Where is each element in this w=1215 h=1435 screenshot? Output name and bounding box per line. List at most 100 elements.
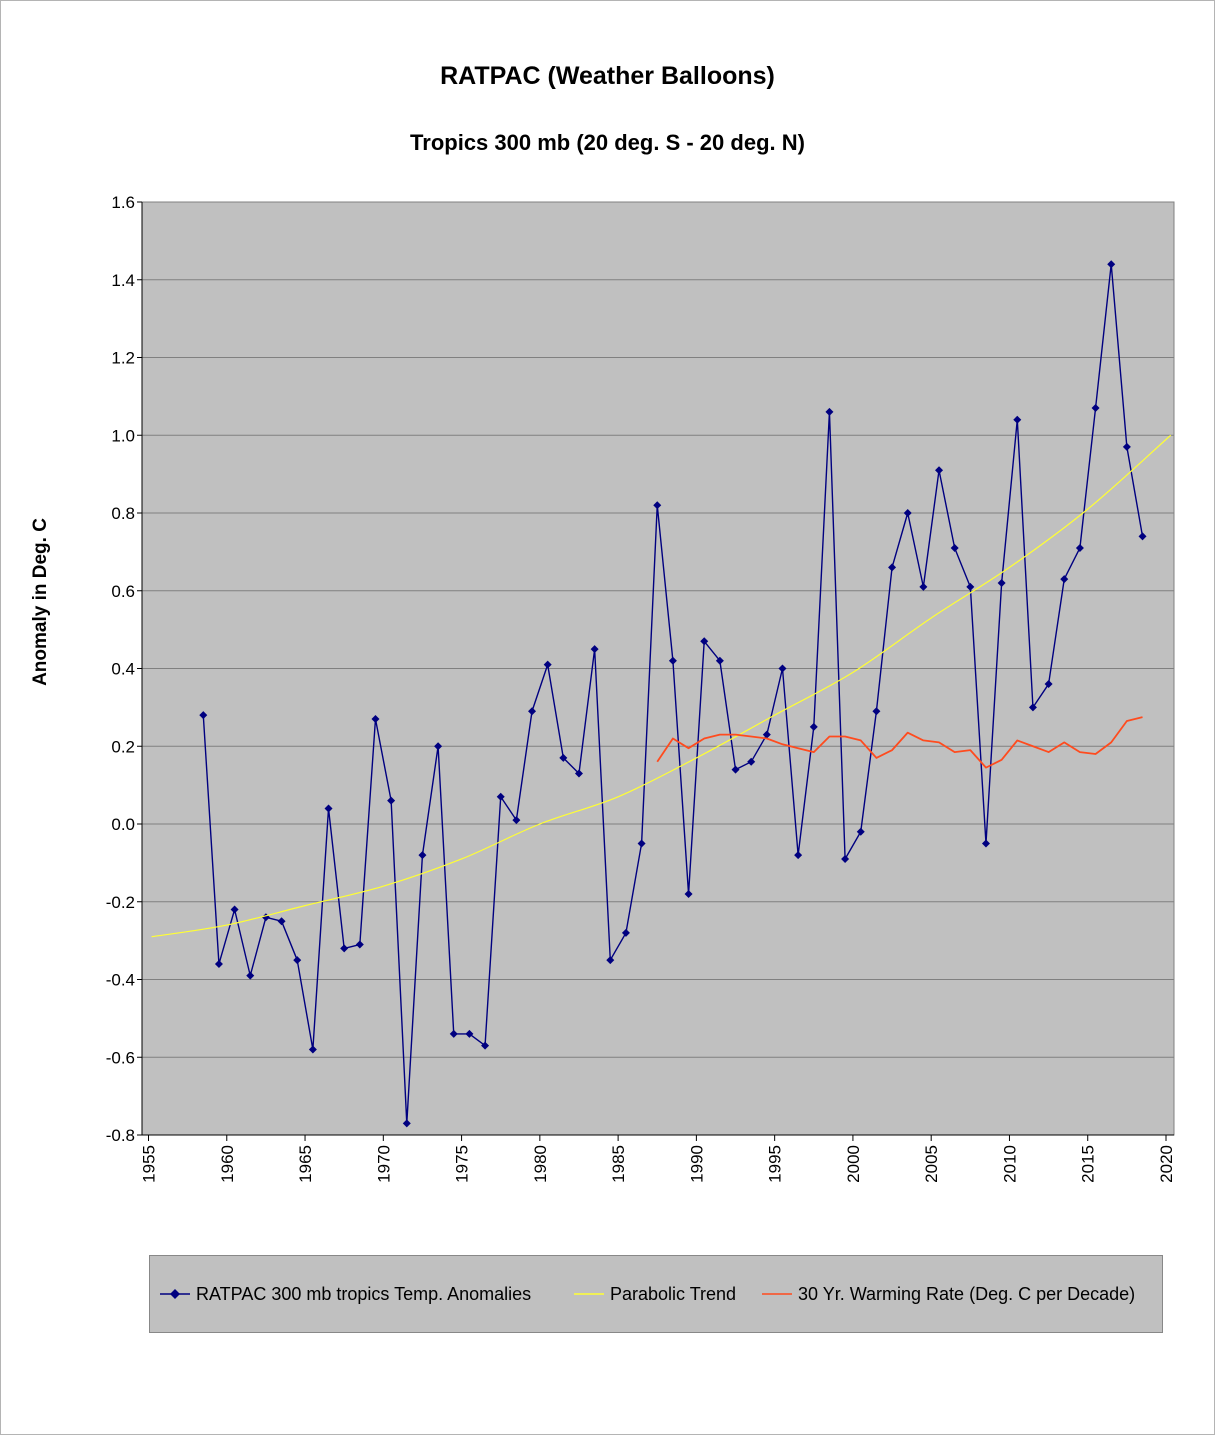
y-tick-label: 0.4: [111, 660, 135, 679]
x-tick-label: 1980: [531, 1145, 550, 1183]
x-tick-label: 1960: [218, 1145, 237, 1183]
data-point: [214, 959, 223, 968]
data-point: [700, 637, 709, 646]
data-point: [1028, 703, 1037, 712]
data-point: [402, 1119, 411, 1128]
legend-item-warming-rate: 30 Yr. Warming Rate (Deg. C per Decade): [762, 1284, 1135, 1305]
series-line-parabolic-trend: [151, 434, 1172, 938]
y-tick-label: -0.6: [106, 1048, 135, 1067]
x-tick-label: 2010: [1000, 1145, 1019, 1183]
data-point: [1013, 415, 1022, 424]
series-layer: [151, 260, 1172, 1128]
data-point: [559, 753, 568, 762]
data-point: [465, 1029, 474, 1038]
data-point: [715, 656, 724, 665]
data-point: [512, 816, 521, 825]
data-point: [1060, 575, 1069, 584]
data-point: [293, 956, 302, 965]
data-point: [621, 928, 630, 937]
legend-key-orange-line: [762, 1293, 792, 1295]
x-tick-label: 1965: [296, 1145, 315, 1183]
data-point: [966, 582, 975, 591]
data-point: [371, 715, 380, 724]
data-point: [1075, 543, 1084, 552]
y-tick-label: -0.8: [106, 1126, 135, 1145]
data-point: [778, 664, 787, 673]
data-point: [668, 656, 677, 665]
legend-label-parabolic-trend: Parabolic Trend: [610, 1283, 737, 1304]
data-point: [434, 742, 443, 751]
data-point: [684, 889, 693, 898]
data-point: [637, 839, 646, 848]
data-point: [762, 730, 771, 739]
data-point: [997, 578, 1006, 587]
data-point: [449, 1029, 458, 1038]
data-point: [1138, 532, 1147, 541]
data-point: [606, 956, 615, 965]
plot-svg: 1.6 1.4 1.2 1.0 0.8 0.6 0.4 0.2 0.0 -0.2 -0.4 -0.6 -…: [106, 193, 1176, 1183]
data-point: [324, 804, 333, 813]
data-point: [277, 917, 286, 926]
x-tick-label: 1990: [687, 1145, 706, 1183]
legend: RATPAC 300 mb tropics Temp. Anomalies Pa…: [149, 1255, 1163, 1333]
y-tick-label: 1.2: [111, 349, 135, 368]
data-point: [1122, 442, 1131, 451]
data-point: [528, 707, 537, 716]
x-tick-label: 1995: [766, 1145, 785, 1183]
data-point: [496, 792, 505, 801]
axes: 1.6 1.4 1.2 1.0 0.8 0.6 0.4 0.2 0.0 -0.2 -0.4 -0.6 -…: [106, 193, 1176, 1183]
y-tick-label: 0.6: [111, 582, 135, 601]
legend-key-yellow-line: [574, 1293, 604, 1295]
chart-subtitle: Tropics 300 mb (20 deg. S - 20 deg. N): [410, 130, 805, 155]
x-tick-label: 2005: [922, 1145, 941, 1183]
chart-title: RATPAC (Weather Balloons): [440, 62, 775, 90]
y-tick-label: -0.4: [106, 971, 135, 990]
data-point: [935, 466, 944, 475]
data-point: [872, 707, 881, 716]
legend-item-parabolic-trend: Parabolic Trend: [574, 1284, 736, 1305]
data-point: [919, 582, 928, 591]
data-point: [747, 757, 756, 766]
data-point: [1091, 404, 1100, 413]
x-tick-label: 2020: [1157, 1145, 1176, 1183]
legend-key-diamond-line: [160, 1289, 190, 1299]
data-point: [574, 769, 583, 778]
data-point: [856, 827, 865, 836]
data-point: [825, 407, 834, 416]
data-point: [731, 765, 740, 774]
data-point: [888, 563, 897, 572]
y-tick-label: 1.6: [111, 193, 135, 212]
data-point: [355, 940, 364, 949]
data-point: [841, 854, 850, 863]
legend-label-warming-rate: 30 Yr. Warming Rate (Deg. C per Decade): [798, 1283, 1136, 1304]
data-point: [981, 839, 990, 848]
data-point: [230, 905, 239, 914]
y-tick-label: 0.2: [111, 737, 135, 756]
data-point: [543, 660, 552, 669]
y-tick-label: 1.0: [111, 426, 135, 445]
y-tick-label: 0.0: [111, 815, 135, 834]
x-tick-label: 1955: [140, 1145, 159, 1183]
data-point: [809, 722, 818, 731]
data-point: [308, 1045, 317, 1054]
legend-label-anomalies: RATPAC 300 mb tropics Temp. Anomalies: [196, 1283, 532, 1304]
x-tick-label: 2000: [844, 1145, 863, 1183]
data-point: [794, 851, 803, 860]
series-line-warming-rate: [656, 716, 1143, 769]
data-point: [903, 509, 912, 517]
data-point: [1107, 260, 1116, 269]
data-point: [481, 1041, 490, 1050]
data-point: [387, 796, 396, 805]
x-tick-label: 2015: [1079, 1145, 1098, 1183]
y-tick-label: 1.4: [111, 271, 135, 290]
data-point: [950, 543, 959, 552]
x-tick-label: 1975: [453, 1145, 472, 1183]
y-tick-label: 0.8: [111, 504, 135, 523]
x-tick-label: 1985: [609, 1145, 628, 1183]
data-point: [590, 645, 599, 654]
data-point: [199, 711, 208, 720]
data-point: [1044, 680, 1053, 689]
y-tick-label: -0.2: [106, 893, 135, 912]
x-tick-label: 1970: [374, 1145, 393, 1183]
data-point: [246, 971, 255, 980]
